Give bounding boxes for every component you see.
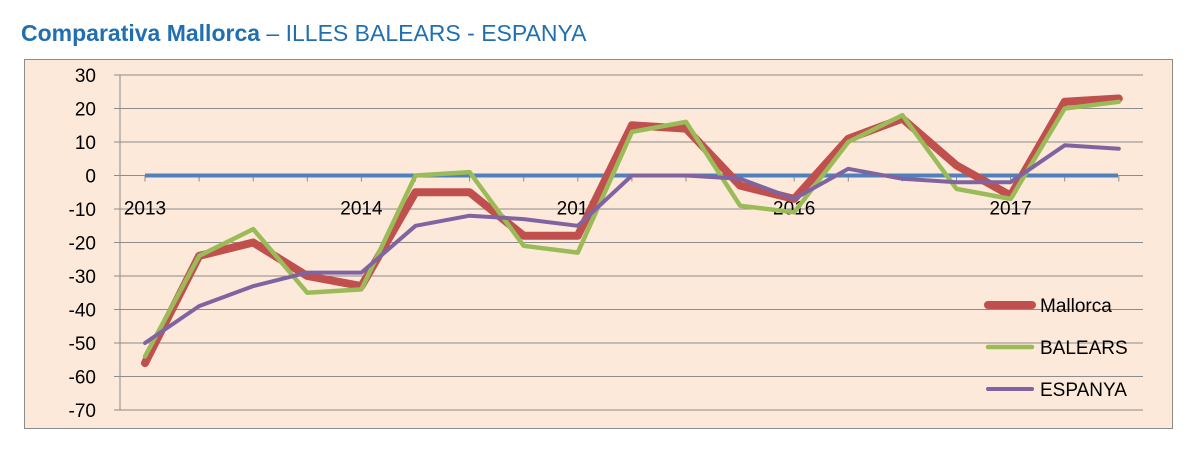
y-tick-label: -40 (69, 301, 96, 322)
legend-label-espanya: ESPANYA (1040, 380, 1127, 401)
y-tick-label: 0 (85, 167, 96, 188)
y-tick-label: -30 (69, 267, 96, 288)
chart-title: Comparativa Mallorca – ILLES BALEARS - E… (21, 20, 586, 47)
series-line-balears (142, 99, 1122, 359)
y-tick-label: 20 (75, 100, 96, 121)
x-tick-label-2014: 2014 (340, 199, 383, 220)
x-tick-label-2017: 2017 (989, 199, 1031, 220)
y-tick-label: -10 (69, 200, 96, 221)
y-tick-label: -50 (69, 334, 96, 355)
y-tick-label: 10 (75, 133, 96, 154)
legend-label-mallorca: Mallorca (1040, 296, 1112, 317)
y-tick-label: -60 (69, 368, 96, 389)
y-tick-label: -20 (69, 234, 96, 255)
chart-title-rest: – ILLES BALEARS - ESPANYA (260, 20, 587, 46)
legend-label-balears: BALEARS (1040, 338, 1128, 359)
chart-title-bold: Comparativa Mallorca (21, 20, 261, 46)
chart-area (24, 59, 1173, 429)
series-line-mallorca (141, 94, 1123, 368)
y-tick-label: 30 (75, 66, 96, 87)
y-tick-label: -70 (69, 401, 96, 422)
x-tick-label-2013: 2013 (124, 199, 166, 220)
